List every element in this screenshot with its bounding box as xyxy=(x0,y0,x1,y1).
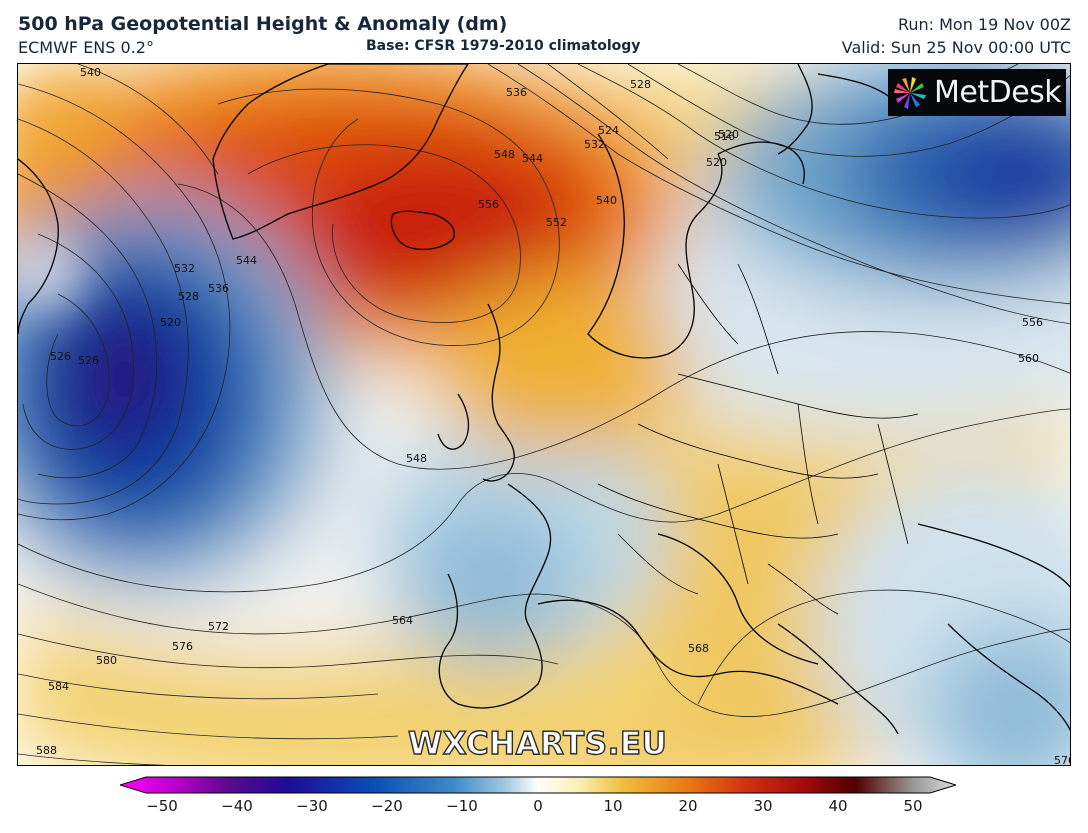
contour-label: 528 xyxy=(178,290,199,303)
colorbar-tick: 10 xyxy=(603,797,623,815)
model-label: ECMWF ENS 0.2° xyxy=(18,38,154,57)
chart-title: 500 hPa Geopotential Height & Anomaly (d… xyxy=(18,13,508,35)
contour-label: 552 xyxy=(546,216,567,229)
contour-label: 526 xyxy=(78,354,99,367)
contour-label: 544 xyxy=(522,152,543,165)
colorbar-tick: 20 xyxy=(678,797,698,815)
metdesk-logo: MetDesk xyxy=(888,69,1066,116)
country-borders xyxy=(597,263,919,615)
contour-label: 540 xyxy=(80,66,101,79)
colorbar-tick: 30 xyxy=(753,797,773,815)
contour-label: 548 xyxy=(406,452,427,465)
metdesk-pinwheel-icon xyxy=(894,77,926,109)
colorbar-tick: 50 xyxy=(903,797,923,815)
contour-label: 526 xyxy=(50,350,71,363)
contour-label: 528 xyxy=(630,78,651,91)
valid-time-label: Valid: Sun 25 Nov 00:00 UTC xyxy=(841,38,1071,57)
contour-label: 572 xyxy=(208,620,229,633)
colorbar-tick: −20 xyxy=(371,797,403,815)
contour-label: 516 xyxy=(714,130,735,143)
contour-label: 536 xyxy=(208,282,229,295)
contour-label: 536 xyxy=(506,86,527,99)
contour-label: 520 xyxy=(706,156,727,169)
colorbar-tick: −40 xyxy=(221,797,253,815)
anomaly-colorbar xyxy=(120,776,956,794)
contour-label: 584 xyxy=(48,680,69,693)
run-time-label: Run: Mon 19 Nov 00Z xyxy=(897,15,1071,34)
contour-label: 524 xyxy=(598,124,619,137)
contour-label: 520 xyxy=(718,128,739,141)
contour-label: 556 xyxy=(478,198,499,211)
contour-label: 540 xyxy=(596,194,617,207)
contour-label: 520 xyxy=(160,316,181,329)
contour-label: 544 xyxy=(236,254,257,267)
contour-label: 564 xyxy=(392,614,413,627)
climatology-base-label: Base: CFSR 1979-2010 climatology xyxy=(366,38,641,54)
contour-label: 532 xyxy=(174,262,195,275)
contour-label: 580 xyxy=(96,654,117,667)
contour-label: 568 xyxy=(688,642,709,655)
contour-labels: 540 536 532 528 524 520 516 520 540 544 … xyxy=(36,66,1071,766)
metdesk-logo-text: MetDesk xyxy=(934,75,1062,110)
contour-label: 576 xyxy=(172,640,193,653)
colorbar-tick: 0 xyxy=(533,797,543,815)
contour-label: 532 xyxy=(584,138,605,151)
anomaly-map[interactable]: 540 536 532 528 524 520 516 520 540 544 … xyxy=(17,63,1071,766)
contour-label: 560 xyxy=(1018,352,1039,365)
colorbar-tick: −10 xyxy=(446,797,478,815)
contour-label: 556 xyxy=(1022,316,1043,329)
map-canvas: 540 536 532 528 524 520 516 520 540 544 … xyxy=(18,64,1071,766)
wxcharts-watermark: WXCHARTS.EU xyxy=(407,725,668,762)
colorbar-tick: 40 xyxy=(828,797,848,815)
height-contours xyxy=(18,64,1070,765)
coastlines xyxy=(18,64,1070,735)
colorbar-tick: −50 xyxy=(146,797,178,815)
contour-label: 548 xyxy=(494,148,515,161)
contour-label: 576 xyxy=(1054,754,1071,766)
contour-label: 588 xyxy=(36,744,57,757)
colorbar-tick: −30 xyxy=(296,797,328,815)
